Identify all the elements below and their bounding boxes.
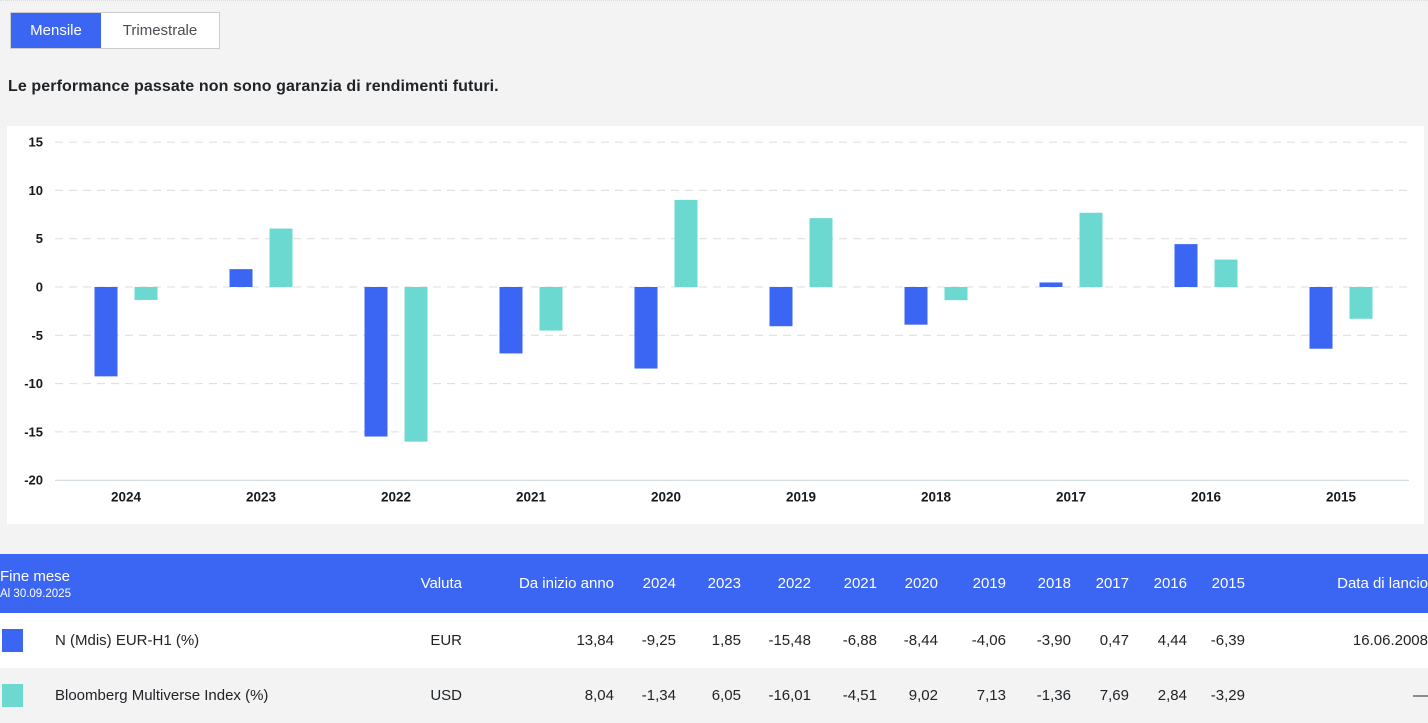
launch-date-cell: 16.06.2008 (1352, 632, 1428, 649)
chart-bar (539, 287, 563, 331)
x-axis-year-label: 2018 (921, 490, 952, 505)
series-color-swatch (2, 684, 23, 707)
year-value-cell: -1,36 (1036, 687, 1071, 704)
launch-date-column-header: Data di lancio (1337, 575, 1428, 592)
tab-trimestrale[interactable]: Trimestrale (122, 22, 198, 39)
series-name: Bloomberg Multiverse Index (%) (55, 687, 269, 704)
chart-bar (134, 287, 158, 300)
chart-bar (674, 199, 698, 287)
y-axis-tick-label: 10 (29, 183, 43, 198)
year-value-cell: -6,88 (842, 632, 877, 649)
series-color-swatch (2, 629, 23, 652)
currency-cell: USD (430, 687, 462, 704)
chart-canvas: 15 10 5 0 -5 -10 -15 -20 2024 2023 2022 2021 2020 201… (24, 135, 1409, 505)
y-axis-tick-label: -15 (24, 424, 43, 439)
year-value-cell: -9,25 (641, 632, 676, 649)
year-value-cell: 0,47 (1099, 632, 1129, 649)
table-row: N (Mdis) EUR-H1 (%) EUR 13,84 -9,25 1,85 -15,… (0, 613, 1428, 668)
ytd-column-header: Da inizio anno (518, 575, 614, 592)
year-value-cell: -4,51 (842, 687, 877, 704)
x-axis-year-label: 2017 (1056, 490, 1086, 505)
x-axis-year-label: 2016 (1191, 490, 1222, 505)
chart-bar (499, 287, 523, 354)
year-column-header: 2022 (777, 575, 811, 592)
chart-bar (634, 287, 658, 369)
chart-bar (1214, 259, 1238, 287)
chart-bar (229, 269, 253, 287)
y-axis-tick-label: 5 (36, 231, 43, 246)
year-value-cell: 7,13 (976, 687, 1006, 704)
currency-column-header: Valuta (420, 575, 462, 592)
x-axis-year-label: 2019 (786, 490, 816, 505)
table-row: Bloomberg Multiverse Index (%) USD 8,04 -1,… (0, 668, 1428, 723)
year-value-cell: 2,84 (1157, 687, 1187, 704)
year-column-header: 2021 (843, 575, 877, 592)
chart-bar (1174, 244, 1198, 287)
year-value-cell: -8,44 (903, 632, 938, 649)
year-column-header: 2018 (1037, 575, 1071, 592)
launch-date-cell: — (1413, 687, 1428, 704)
year-column-header: 2015 (1211, 575, 1245, 592)
y-axis-tick-label: 15 (29, 135, 43, 150)
year-value-cell: -15,48 (768, 632, 811, 649)
year-value-cell: 9,02 (908, 687, 938, 704)
year-value-cell: 4,44 (1157, 632, 1187, 649)
year-value-cell: -16,01 (768, 687, 811, 704)
chart-bar (404, 287, 428, 442)
tab-mensile[interactable]: Mensile (11, 13, 101, 48)
year-column-header: 2019 (972, 575, 1006, 592)
series-name-cell: N (Mdis) EUR-H1 (%) (0, 613, 368, 668)
table-header-row: Fine mese Al 30.09.2025 Valuta Da inizio… (0, 554, 1428, 613)
chart-bar (364, 287, 388, 437)
table-title-cell: Fine mese Al 30.09.2025 (0, 554, 368, 613)
year-value-cell: -4,06 (971, 632, 1006, 649)
table-as-of-date: Al 30.09.2025 (0, 587, 71, 600)
ytd-value-cell: 8,04 (584, 687, 614, 704)
year-value-cell: 1,85 (711, 632, 741, 649)
chart-bar (904, 287, 928, 325)
year-value-cell: -6,39 (1210, 632, 1245, 649)
x-axis-year-label: 2020 (651, 490, 681, 505)
chart-bar (94, 287, 118, 377)
x-axis-year-label: 2024 (111, 490, 142, 505)
year-column-header: 2024 (642, 575, 676, 592)
year-value-cell: 7,69 (1099, 687, 1129, 704)
y-axis-tick-label: -20 (24, 473, 43, 488)
year-column-header: 2016 (1153, 575, 1187, 592)
chart-bar (944, 287, 968, 301)
performance-table: Fine mese Al 30.09.2025 Valuta Da inizio… (0, 554, 1428, 723)
chart-bar (1309, 287, 1333, 349)
series-name: N (Mdis) EUR-H1 (%) (55, 632, 200, 649)
year-value-cell: -1,34 (641, 687, 676, 704)
y-axis-tick-label: -5 (31, 328, 43, 343)
chart-bar (769, 287, 793, 327)
year-column-header: 2017 (1095, 575, 1129, 592)
chart-bar (1039, 282, 1063, 287)
currency-cell: EUR (430, 632, 462, 649)
performance-bar-chart: 15 10 5 0 -5 -10 -15 -20 2024 2023 2022 2021 2020 201… (7, 126, 1424, 524)
year-column-header: 2023 (707, 575, 741, 592)
ytd-value-cell: 13,84 (576, 632, 614, 649)
x-axis-year-label: 2015 (1326, 490, 1357, 505)
x-axis-year-label: 2023 (246, 490, 277, 505)
series-name-cell: Bloomberg Multiverse Index (%) (0, 668, 368, 723)
table-title: Fine mese (0, 567, 71, 585)
year-value-cell: -3,29 (1210, 687, 1245, 704)
year-value-cell: 6,05 (711, 687, 741, 704)
past-performance-disclaimer: Le performance passate non sono garanzia… (8, 78, 499, 95)
x-axis-year-label: 2021 (516, 490, 547, 505)
chart-bar (809, 218, 833, 287)
year-column-header: 2020 (904, 575, 938, 592)
chart-bar (269, 228, 293, 287)
x-axis-year-label: 2022 (381, 490, 411, 505)
chart-bar (1349, 287, 1373, 319)
period-tab-group: Mensile Trimestrale (10, 12, 220, 49)
y-axis-tick-label: -10 (24, 376, 43, 391)
y-axis-tick-label: 0 (36, 280, 43, 295)
chart-bar (1079, 212, 1103, 287)
year-value-cell: -3,90 (1036, 632, 1071, 649)
top-divider (0, 0, 1428, 1)
